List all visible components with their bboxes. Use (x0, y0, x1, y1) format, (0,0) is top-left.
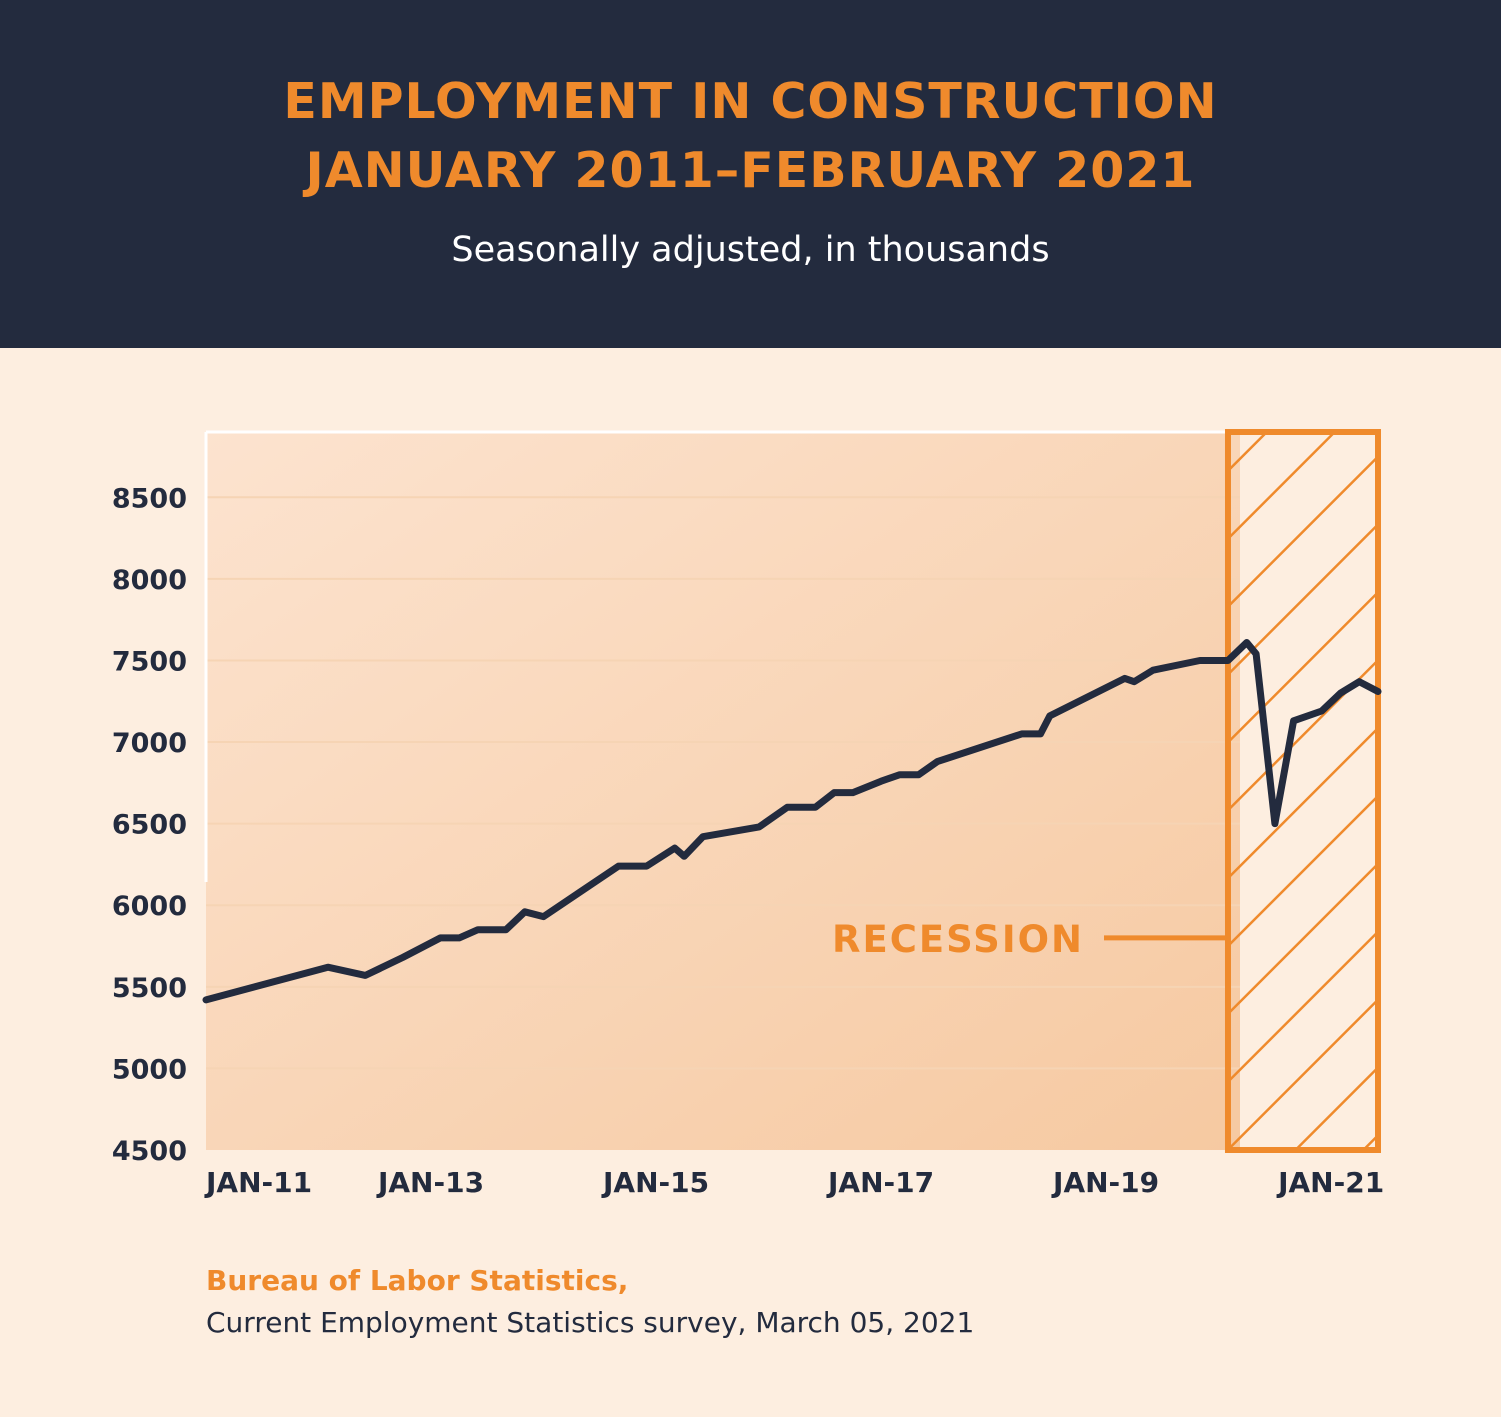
chart-subtitle: Seasonally adjusted, in thousands (451, 230, 1050, 270)
recession-hatched-area (1224, 429, 1382, 1153)
recession-label: RECESSION (832, 918, 1084, 961)
employment-series-line (202, 639, 1382, 1004)
header-banner: EMPLOYMENT IN CONSTRUCTION JANUARY 2011–… (0, 0, 1501, 348)
y-tick-label: 7000 (112, 728, 187, 759)
x-tick-label: JAN-19 (1051, 1166, 1159, 1199)
source-detail: Current Employment Statistics survey, Ma… (206, 1306, 975, 1339)
x-tick-label: JAN-13 (376, 1166, 484, 1199)
gridlines (206, 496, 1240, 1070)
chart-title-line-2: JANUARY 2011–FEBRUARY 2021 (305, 142, 1196, 199)
y-tick-label: 8000 (112, 565, 187, 596)
x-tick-label: JAN-21 (1276, 1166, 1384, 1199)
y-tick-label: 4500 (112, 1136, 187, 1167)
x-tick-label: JAN-17 (826, 1166, 934, 1199)
recession-band: RECESSION (832, 429, 1382, 1153)
x-tick-label: JAN-11 (204, 1166, 312, 1199)
y-tick-label: 5500 (112, 973, 187, 1004)
y-tick-label: 8500 (112, 483, 187, 514)
y-axis: 8500 8000 7500 7000 6500 6000 5500 5000 4500 (112, 483, 187, 1167)
series-layer (202, 639, 1382, 1004)
x-tick-label: JAN-15 (601, 1166, 709, 1199)
chart-title-line-1: EMPLOYMENT IN CONSTRUCTION (283, 73, 1218, 130)
plot-area (206, 432, 1240, 1150)
source-name: Bureau of Labor Statistics, (206, 1264, 629, 1297)
x-axis: JAN-11 JAN-13 JAN-15 JAN-17 JAN-19 JAN-21 (204, 1166, 1384, 1199)
y-tick-label: 6500 (112, 810, 187, 841)
y-tick-label: 6000 (112, 891, 187, 922)
y-tick-label: 7500 (112, 646, 187, 677)
y-tick-label: 5000 (112, 1054, 187, 1085)
